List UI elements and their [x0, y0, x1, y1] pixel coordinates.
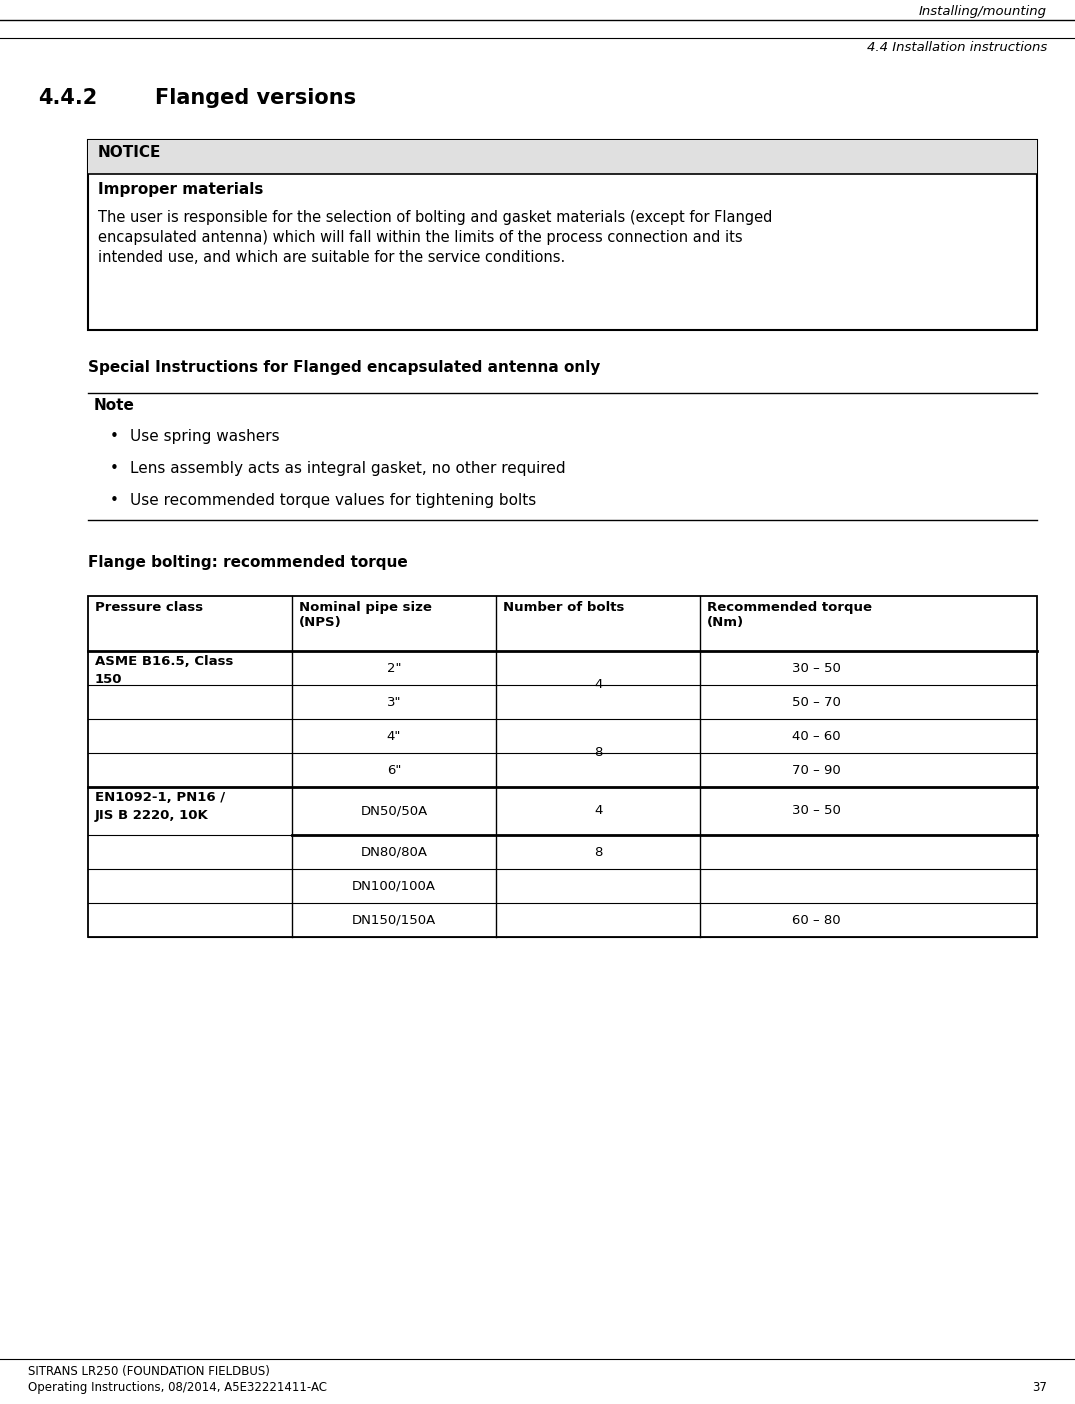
Text: •: • [110, 493, 119, 508]
Text: Use spring washers: Use spring washers [130, 430, 280, 444]
Text: Lens assembly acts as integral gasket, no other required: Lens assembly acts as integral gasket, n… [130, 461, 565, 476]
Text: DN150/150A: DN150/150A [352, 914, 436, 927]
Text: Flanged versions: Flanged versions [155, 88, 356, 108]
Text: 37: 37 [1032, 1382, 1047, 1394]
Text: Pressure class: Pressure class [95, 601, 203, 614]
Text: Special Instructions for Flanged encapsulated antenna only: Special Instructions for Flanged encapsu… [88, 359, 600, 375]
Text: DN50/50A: DN50/50A [360, 804, 428, 817]
Text: •: • [110, 430, 119, 444]
Text: 50 – 70: 50 – 70 [792, 695, 841, 709]
Text: NOTICE: NOTICE [98, 145, 161, 160]
Text: 8: 8 [593, 845, 602, 858]
Bar [88, 140, 1037, 174]
Bar [88, 140, 1037, 330]
Text: 4: 4 [593, 804, 602, 817]
Text: 30 – 50: 30 – 50 [792, 661, 841, 674]
Bar [88, 597, 1037, 936]
Text: EN1092-1, PN16 /
JIS B 2220, 10K: EN1092-1, PN16 / JIS B 2220, 10K [95, 790, 225, 821]
Text: DN100/100A: DN100/100A [352, 879, 436, 893]
Text: SITRANS LR250 (FOUNDATION FIELDBUS): SITRANS LR250 (FOUNDATION FIELDBUS) [28, 1365, 270, 1377]
Text: 8: 8 [593, 747, 602, 760]
Text: Note: Note [94, 397, 134, 413]
Text: The user is responsible for the selection of bolting and gasket materials (excep: The user is responsible for the selectio… [98, 211, 772, 264]
Text: 4.4.2: 4.4.2 [38, 88, 97, 108]
Text: 4.4 Installation instructions: 4.4 Installation instructions [866, 41, 1047, 53]
Text: Operating Instructions, 08/2014, A5E32221411-AC: Operating Instructions, 08/2014, A5E3222… [28, 1382, 327, 1394]
Text: 3": 3" [387, 695, 401, 709]
Text: 30 – 50: 30 – 50 [792, 804, 841, 817]
Text: DN80/80A: DN80/80A [360, 845, 428, 858]
Text: 60 – 80: 60 – 80 [792, 914, 841, 927]
Text: Recommended torque
(Nm): Recommended torque (Nm) [707, 601, 872, 629]
Text: 4: 4 [593, 678, 602, 692]
Text: 70 – 90: 70 – 90 [792, 764, 841, 776]
Text: 6": 6" [387, 764, 401, 776]
Text: •: • [110, 461, 119, 476]
Text: Nominal pipe size
(NPS): Nominal pipe size (NPS) [299, 601, 432, 629]
Text: Number of bolts: Number of bolts [503, 601, 625, 614]
Text: ASME B16.5, Class
150: ASME B16.5, Class 150 [95, 656, 233, 687]
Text: Use recommended torque values for tightening bolts: Use recommended torque values for tighte… [130, 493, 536, 508]
Text: 2": 2" [387, 661, 401, 674]
Text: Improper materials: Improper materials [98, 183, 263, 197]
Text: Flange bolting: recommended torque: Flange bolting: recommended torque [88, 555, 407, 570]
Text: 40 – 60: 40 – 60 [792, 730, 841, 743]
Text: Installing/mounting: Installing/mounting [919, 6, 1047, 18]
Text: 4": 4" [387, 730, 401, 743]
